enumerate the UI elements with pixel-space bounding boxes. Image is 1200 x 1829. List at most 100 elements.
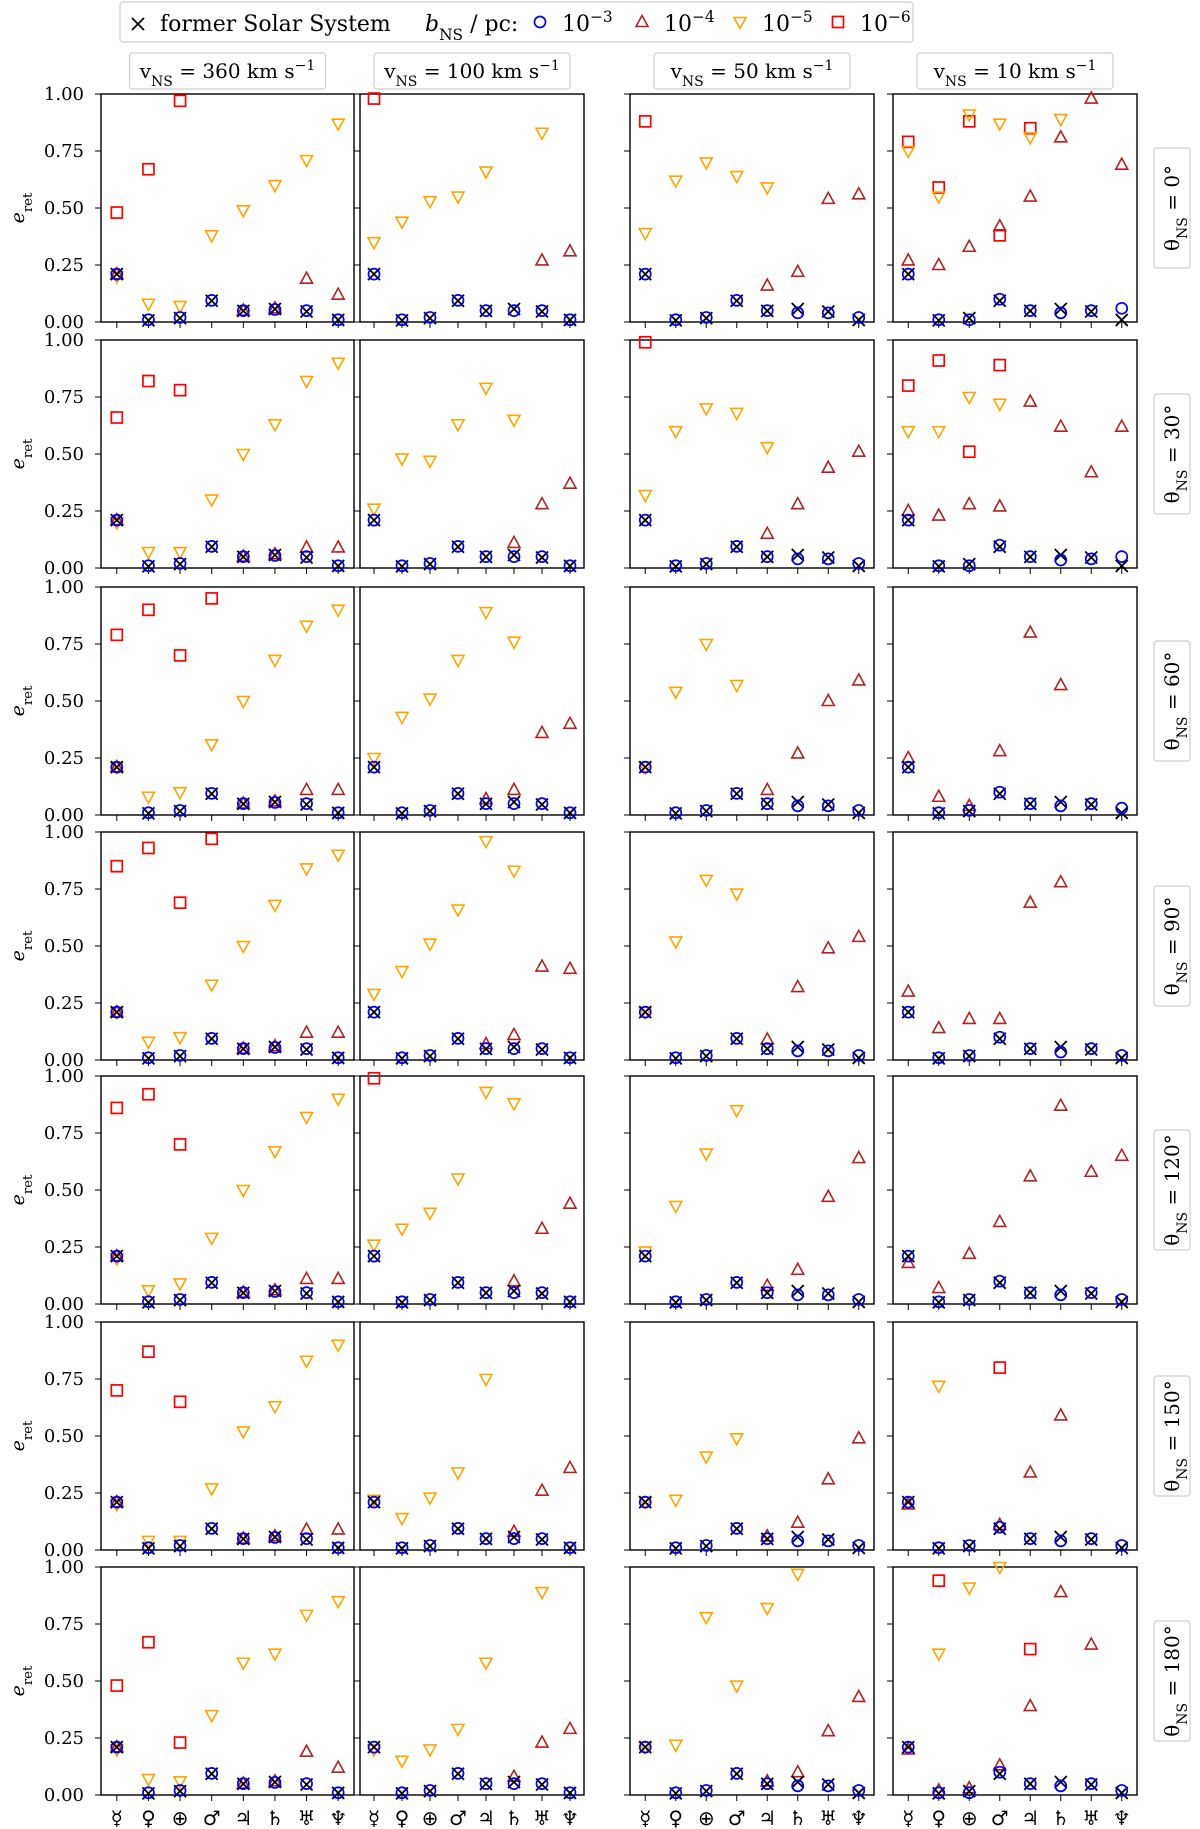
data-point-circle xyxy=(451,293,465,307)
data-point-circle xyxy=(1115,801,1129,815)
data-point-triangle-up xyxy=(109,1247,125,1262)
data-point-circle xyxy=(791,306,805,320)
data-point-former xyxy=(1054,1775,1068,1789)
data-point-circle xyxy=(423,1784,437,1797)
data-point-circle xyxy=(993,1520,1007,1534)
column-header-label: vNS = 50 km s−1 xyxy=(670,58,834,90)
data-point-circle xyxy=(821,1534,835,1548)
data-point-former xyxy=(1115,559,1129,573)
data-point-circle xyxy=(730,1766,744,1780)
data-point-triangle-down xyxy=(267,419,283,433)
data-point-triangle-up xyxy=(330,1521,346,1535)
legend-b-label: bNS / pc: xyxy=(425,12,518,44)
text-span: = 360 km s xyxy=(173,59,295,83)
x-tick-label: ♀ xyxy=(668,1806,683,1829)
data-point-circle xyxy=(821,552,835,566)
data-point-circle xyxy=(507,797,521,810)
data-point-former xyxy=(852,806,866,820)
data-point-triangle-down xyxy=(450,1467,466,1481)
x-tick-label: ☿ xyxy=(902,1806,914,1829)
data-point-triangle-down xyxy=(109,761,125,776)
data-point-circle xyxy=(110,1005,124,1019)
row-header-label: θNS = 150° xyxy=(1160,1380,1191,1492)
data-point-triangle-down xyxy=(478,1657,494,1671)
data-point-circle xyxy=(268,1776,282,1789)
data-point-triangle-up xyxy=(1053,418,1069,432)
data-point-square xyxy=(173,1736,187,1749)
data-point-triangle-down xyxy=(450,1723,466,1738)
y-tick-label: 0.25 xyxy=(44,748,84,769)
data-point-former xyxy=(791,795,805,809)
y-tick-label: 0.75 xyxy=(44,141,84,162)
data-point-triangle-down xyxy=(267,1648,283,1662)
data-point-triangle-up xyxy=(851,186,867,200)
data-point-triangle-down xyxy=(992,1561,1008,1576)
data-point-triangle-down xyxy=(534,127,550,141)
data-point-triangle-down xyxy=(299,1111,314,1126)
data-point-circle xyxy=(535,1042,549,1055)
data-point-circle xyxy=(760,1777,774,1790)
text-span: / pc: xyxy=(463,12,518,37)
data-point-square xyxy=(1023,121,1037,135)
data-point-square xyxy=(993,1361,1007,1374)
data-point-circle xyxy=(730,1031,744,1045)
data-point-triangle-down xyxy=(330,1093,346,1107)
data-point-triangle-down xyxy=(668,175,684,189)
data-point-triangle-up xyxy=(931,507,947,521)
data-point-triangle-down xyxy=(394,216,410,230)
data-point-triangle-down xyxy=(394,1755,410,1769)
data-point-triangle-up xyxy=(1053,873,1069,888)
x-tick-label: ♃ xyxy=(234,1806,252,1829)
data-point-circle xyxy=(236,1532,250,1545)
data-point-triangle-up xyxy=(109,758,125,773)
data-point-circle xyxy=(932,559,946,573)
panel-frame xyxy=(359,339,585,569)
data-point-circle xyxy=(367,1005,381,1019)
data-point-circle xyxy=(1023,1042,1037,1055)
data-point-circle xyxy=(638,1249,652,1263)
data-point-triangle-down xyxy=(478,606,494,621)
text-span: NS xyxy=(439,26,463,44)
panel xyxy=(354,1321,585,1556)
panel xyxy=(887,1321,1138,1556)
data-point-triangle-up xyxy=(267,1773,283,1787)
data-point-triangle-up xyxy=(235,1284,251,1298)
data-point-circle xyxy=(669,1051,683,1065)
x-tick-label: ♄ xyxy=(266,1806,284,1829)
data-point-circle xyxy=(367,1495,381,1509)
data-point-triangle-down xyxy=(422,693,438,707)
data-point-circle xyxy=(205,1766,219,1780)
data-point-circle xyxy=(173,804,187,817)
data-point-former xyxy=(852,313,866,327)
data-point-circle xyxy=(268,549,282,562)
data-point-former xyxy=(791,1284,805,1298)
panel xyxy=(95,586,355,821)
legend-entry-label: 10−4 xyxy=(664,8,715,37)
data-point-triangle-up xyxy=(1083,1636,1099,1650)
data-point-triangle-up xyxy=(1022,188,1038,202)
data-point-circle xyxy=(395,1051,409,1065)
panel xyxy=(887,339,1138,574)
panel-frame xyxy=(892,93,1138,323)
data-point-triangle-down xyxy=(366,503,382,517)
x-tick-label: ⊕ xyxy=(422,1806,439,1829)
data-point-triangle-up xyxy=(992,498,1008,512)
data-point-former xyxy=(1054,1284,1068,1298)
data-point-circle xyxy=(331,1295,345,1309)
data-point-circle xyxy=(395,559,409,573)
data-point-triangle-up xyxy=(961,1245,977,1260)
data-point-circle xyxy=(205,539,219,553)
data-point-triangle-down xyxy=(141,1773,156,1788)
column-header-box xyxy=(916,52,1114,90)
x-tick-label: ♂ xyxy=(728,1806,746,1829)
y-tick-label: 0.50 xyxy=(44,1426,84,1447)
data-point-triangle-down xyxy=(299,375,314,390)
data-point-triangle-up xyxy=(900,749,916,764)
data-point-triangle-down xyxy=(299,620,314,634)
panel-frame xyxy=(629,1566,875,1796)
data-point-triangle-down xyxy=(759,1602,775,1617)
data-point-triangle-down xyxy=(366,236,382,251)
data-point-triangle-down xyxy=(204,230,220,244)
panel xyxy=(95,339,355,574)
data-point-triangle-down xyxy=(235,1657,251,1671)
